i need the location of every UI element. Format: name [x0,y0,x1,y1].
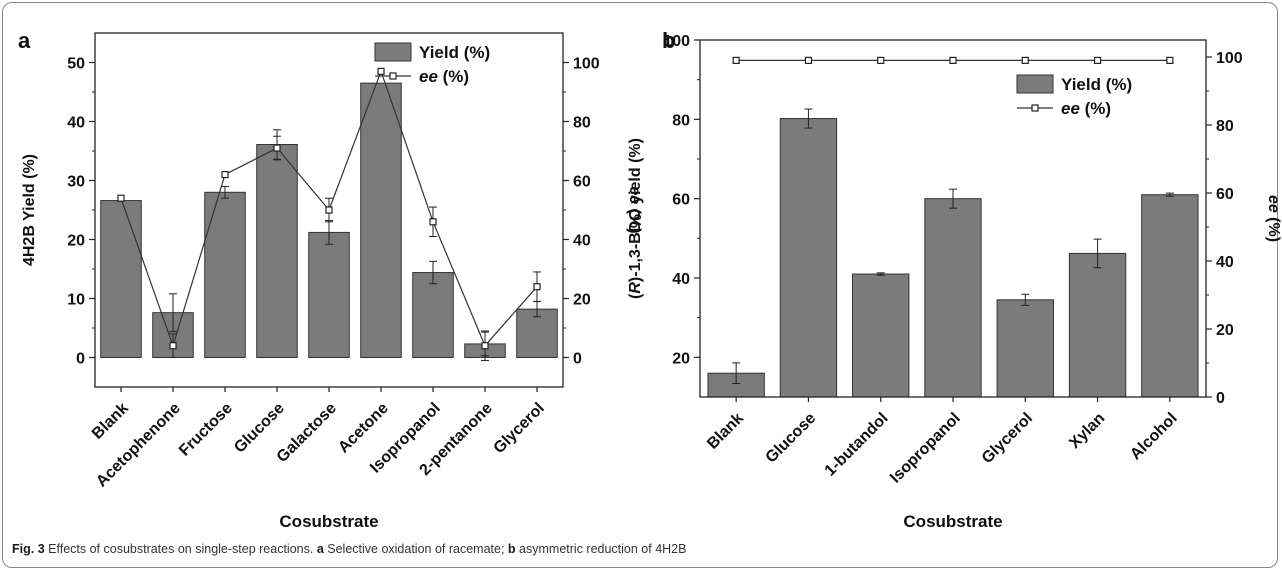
ee-marker [1093,56,1102,65]
x-tick-label: Alcohol [1127,410,1181,464]
legend-marker [389,72,397,80]
x-tick-label: Xylan [1066,410,1108,452]
y2-tick-label: 100 [1216,50,1243,67]
y-tick-label: 30 [67,174,85,191]
y2-tick-label: 100 [573,56,600,73]
bar [308,231,350,358]
x-axis-title: Cosubstrate [279,512,378,531]
legend-marker [1031,104,1039,112]
x-tick-label: Glycerol [491,400,548,457]
legend-yield-label: Yield (%) [419,43,490,62]
y2-axis-title: ee (%) [626,186,643,233]
bar [1141,194,1199,398]
legend-ee-label: ee (%) [419,67,469,86]
ee-marker [117,194,125,202]
caption-panel-a: a [316,542,324,556]
ee-marker [1166,56,1174,65]
legend-ee-label: ee (%) [1061,99,1111,118]
y2-tick-label: 40 [573,233,591,250]
x-axis-title: Cosubstrate [903,512,1002,531]
caption-label: Fig. 3 [12,542,45,556]
y-tick-label: 20 [67,233,85,250]
y2-axis-title: ee (%) [1265,195,1282,242]
x-tick-label: 1-butandol [822,410,892,480]
y2-tick-label: 20 [1216,322,1234,339]
ee-marker [804,56,813,65]
figure-caption: Fig. 3 Effects of cosubstrates on single… [12,542,686,556]
caption-text-2: Selective oxidation of racemate; [327,542,505,556]
ee-marker [1021,56,1029,65]
bar [924,198,982,398]
y-tick-label: 100 [663,33,690,50]
chart-panel-b: b 20 40 60 80 100 0 20 40 60 80 100 Blank Glucose 1-bu… [627,28,1282,531]
caption-panel-b: b [507,542,516,556]
y-tick-label: 40 [67,115,85,132]
y2-tick-label: 0 [1216,390,1225,407]
ee-marker [481,342,489,350]
bar [100,200,142,358]
ee-marker [221,171,229,179]
x-tick-label: Glycerol [979,410,1036,467]
y2-tick-label: 40 [1216,254,1234,271]
y2-tick-label: 80 [573,115,591,132]
ee-marker [732,56,740,65]
ee-marker [949,56,957,65]
ee-marker [273,144,281,152]
ee-marker [533,283,541,291]
legend-bar-swatch [374,42,412,62]
chart-panel-a: a01020304050020406080100BlankAcetophenon… [18,28,643,531]
legend-bar-swatch [1016,74,1054,94]
ee-marker [377,67,385,75]
bar [852,273,910,398]
y-tick-label: 10 [67,292,85,309]
y-tick-label: 50 [67,56,85,73]
bar [996,299,1054,398]
y-tick-label: 20 [672,350,690,367]
bar [360,82,402,359]
y-tick-label: 0 [76,351,85,368]
caption-text-1: Effects of cosubstrates on single-step r… [48,542,314,556]
bar [779,118,838,398]
y-axis-title: 4H2B Yield (%) [21,154,38,266]
legend: Yield (%) ee (%) [374,42,490,86]
caption-text-3: asymmetric reduction of 4H2B [519,542,687,556]
y-tick-label: 60 [672,192,690,209]
y-tick-label: 80 [672,112,690,129]
bar [256,144,298,358]
x-tick-label: Glucose [763,410,820,467]
legend: Yield (%) ee (%) [1016,74,1132,118]
bar [204,191,246,358]
y2-tick-label: 60 [573,174,591,191]
y2-tick-label: 60 [1216,186,1234,203]
panel-label: a [18,28,31,53]
x-tick-label: Isopropanol [887,410,964,487]
ee-marker [169,342,177,350]
legend-yield-label: Yield (%) [1061,75,1132,94]
y2-tick-label: 80 [1216,118,1234,135]
bar [1068,252,1127,398]
y2-tick-label: 0 [573,351,582,368]
ee-marker [429,218,437,226]
y-tick-label: 40 [672,271,690,288]
bar [412,272,454,359]
x-tick-label: Fructose [176,400,236,460]
ee-marker [325,206,333,214]
x-tick-label: Blank [89,400,132,443]
ee-marker [877,56,885,65]
y2-tick-label: 20 [573,292,591,309]
panel-label: b [662,28,675,53]
x-tick-label: Blank [704,410,747,453]
y-axis-title: (R)-1,3-BDO yield (%) [627,138,644,299]
